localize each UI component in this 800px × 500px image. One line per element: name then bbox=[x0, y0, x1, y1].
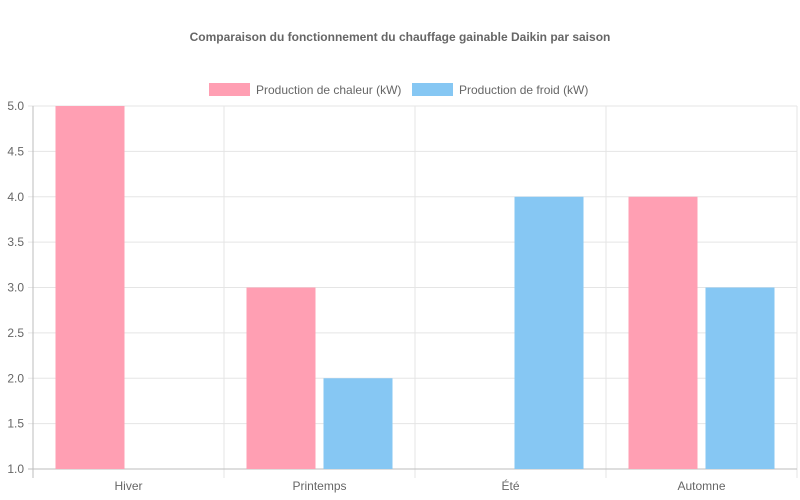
bars bbox=[55, 106, 775, 470]
legend-item-heating[interactable]: Production de chaleur (kW) bbox=[209, 83, 401, 97]
x-tick-label: Printemps bbox=[292, 479, 346, 493]
x-tick-label: Automne bbox=[677, 479, 725, 493]
x-axis-ticks: Hiver Printemps Été Automne bbox=[114, 478, 725, 493]
y-tick-label: 4.0 bbox=[7, 190, 24, 204]
y-tick-label: 5.0 bbox=[7, 99, 24, 113]
bar-cooling[interactable] bbox=[705, 287, 775, 470]
x-tick-label: Hiver bbox=[114, 479, 142, 493]
y-axis-ticks: 1.0 1.5 2.0 2.5 3.0 3.5 4.0 4.5 5.0 bbox=[7, 99, 24, 476]
y-tick-label: 1.5 bbox=[7, 417, 24, 431]
y-tick-label: 2.5 bbox=[7, 326, 24, 340]
legend-item-cooling[interactable]: Production de froid (kW) bbox=[412, 83, 588, 97]
y-tick-label: 2.0 bbox=[7, 371, 24, 385]
y-tick-label: 4.5 bbox=[7, 144, 24, 158]
legend-swatch-cooling bbox=[412, 83, 453, 96]
chart-title: Comparaison du fonctionnement du chauffa… bbox=[190, 30, 611, 44]
bar-cooling[interactable] bbox=[514, 196, 584, 469]
bar-heating[interactable] bbox=[55, 106, 125, 469]
x-tick-label: Été bbox=[501, 478, 519, 493]
bar-cooling[interactable] bbox=[323, 378, 393, 469]
y-tick-label: 3.0 bbox=[7, 281, 24, 295]
legend-label-heating: Production de chaleur (kW) bbox=[256, 83, 401, 97]
y-tick-label: 1.0 bbox=[7, 462, 24, 476]
legend: Production de chaleur (kW) Production de… bbox=[209, 83, 588, 97]
bar-heating[interactable] bbox=[628, 196, 698, 469]
gridlines bbox=[28, 105, 798, 478]
legend-swatch-heating bbox=[209, 83, 250, 96]
y-tick-label: 3.5 bbox=[7, 235, 24, 249]
bar-heating[interactable] bbox=[246, 287, 316, 470]
legend-label-cooling: Production de froid (kW) bbox=[459, 83, 588, 97]
